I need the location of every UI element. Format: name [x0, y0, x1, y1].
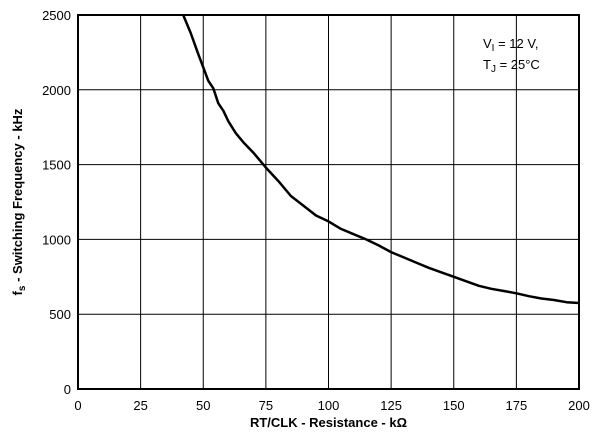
x-tick-label: 25 — [133, 398, 147, 413]
x-tick-label: 175 — [506, 398, 528, 413]
y-axis-title-symbol: f — [10, 290, 25, 295]
y-axis-title: fs - Switching Frequency - kHz — [10, 108, 28, 295]
x-tick-label: 125 — [380, 398, 402, 413]
annotation-voltage-subscript: I — [492, 43, 495, 54]
x-tick-label: 75 — [259, 398, 273, 413]
x-axis-title: RT/CLK - Resistance - kΩ — [250, 415, 407, 430]
y-axis-title-text: - Switching Frequency - kHz — [10, 108, 25, 285]
tick-label-layer: 0 25 50 75 100 125 150 175 200050010001500200025… — [42, 8, 590, 413]
x-tick-label: 100 — [318, 398, 340, 413]
y-axis-title-subscript: s — [17, 285, 28, 291]
annotation-temperature-symbol: T — [483, 57, 491, 72]
x-tick-label: 150 — [443, 398, 465, 413]
y-tick-label: 2000 — [42, 83, 71, 98]
curve-layer — [182, 14, 580, 305]
annotation-temperature-subscript: J — [491, 64, 496, 75]
annotation-temperature: TJ = 25°C — [483, 57, 540, 75]
y-tick-label: 2500 — [42, 8, 71, 23]
annotation-voltage-symbol: V — [483, 36, 492, 51]
x-tick-label: 200 — [568, 398, 590, 413]
x-axis-title-unit: Ω — [397, 415, 407, 430]
conditions-annotation: VI = 12 V, TJ = 25°C — [483, 36, 540, 75]
annotation-voltage-value: = 12 V, — [494, 36, 538, 51]
x-tick-label: 50 — [196, 398, 210, 413]
annotation-voltage: VI = 12 V, — [483, 36, 538, 54]
grid-layer — [78, 15, 579, 389]
plot-frame — [77, 14, 580, 390]
y-tick-label: 1000 — [42, 232, 71, 247]
annotation-temperature-value: = 25°C — [496, 57, 540, 72]
y-tick-label: 1500 — [42, 158, 71, 173]
y-tick-label: 500 — [49, 307, 71, 322]
x-axis-title-text: RT/CLK - Resistance - k — [250, 415, 397, 430]
y-tick-label: 0 — [64, 382, 71, 397]
frequency-curve — [182, 14, 580, 305]
x-tick-label: 0 — [74, 398, 81, 413]
